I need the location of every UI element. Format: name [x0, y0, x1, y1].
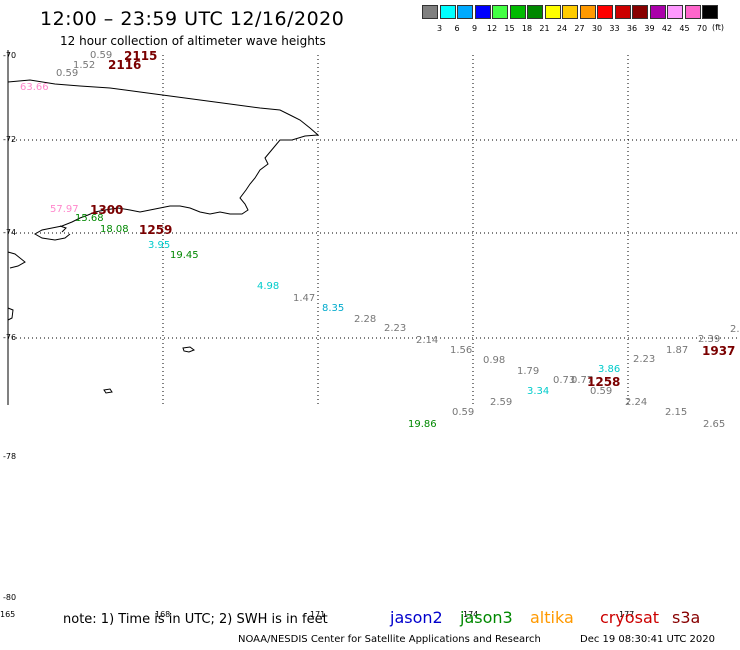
obs-wave-height: 1.87	[666, 345, 689, 356]
lat-label: -76	[3, 333, 17, 342]
coastline	[7, 79, 320, 394]
obs-wave-height: 1.47	[293, 293, 316, 304]
legend-swatch	[527, 5, 543, 19]
obs-wave-height: 3.86	[598, 364, 621, 375]
obs-wave-height: 8.35	[322, 303, 345, 314]
legend-label: 27	[574, 24, 585, 33]
obs-wave-height: 2.28	[354, 314, 377, 325]
legend-label: 3	[436, 24, 443, 33]
legend-swatch	[474, 5, 491, 19]
legend-swatch	[597, 5, 613, 19]
legend-swatch	[632, 5, 648, 19]
obs-wave-height: 3.95	[148, 240, 171, 251]
obs-wave-height: 2.24	[625, 397, 648, 408]
lon-label: 165	[0, 610, 16, 619]
legend-swatch	[702, 5, 718, 19]
lat-label: -78	[3, 452, 17, 461]
obs-wave-height: 2.	[730, 324, 740, 335]
sat-altika: altika	[530, 608, 574, 627]
legend-label: 9	[471, 24, 478, 33]
obs-wave-height: 63.66	[20, 82, 49, 93]
obs-wave-height: 0.59	[56, 68, 79, 79]
legend-label: 30	[591, 24, 603, 33]
legend-swatch	[579, 5, 596, 19]
obs-wave-height: 1.52	[73, 60, 96, 71]
footer-date: Dec 19 08:30:41 UTC 2020	[580, 634, 715, 645]
lat-label: -80	[3, 593, 17, 602]
obs-wave-height: 1.56	[450, 345, 473, 356]
legend-swatch	[667, 5, 683, 19]
obs-wave-height: 2.65	[703, 419, 726, 430]
legend-swatch	[509, 5, 526, 19]
obs-wave-height: 2.39	[698, 334, 721, 345]
obs-wave-height: 19.45	[170, 250, 199, 261]
legend-label: 36	[626, 24, 638, 33]
lat-label: -72	[3, 135, 17, 144]
lon-label: 174	[463, 610, 479, 619]
lat-label: -70	[3, 51, 17, 60]
obs-wave-height: 2.23	[384, 323, 407, 334]
obs-wave-height: 19.86	[408, 419, 437, 430]
obs-time-label: 1258	[587, 375, 621, 389]
legend-swatch	[684, 5, 701, 19]
obs-wave-height: 15.68	[75, 213, 104, 224]
page-subtitle: 12 hour collection of altimeter wave hei…	[60, 34, 326, 48]
footer-note: note: 1) Time is in UTC; 2) SWH is in fe…	[63, 612, 328, 627]
legend-swatch	[457, 5, 473, 19]
legend-swatch	[562, 5, 578, 19]
legend-label: 18	[521, 24, 533, 33]
lon-label: 168	[155, 610, 171, 619]
legend-swatch	[422, 5, 438, 19]
obs-time-label: 1259	[139, 223, 173, 237]
legend-label: 42	[661, 24, 673, 33]
sat-jason3: jason3	[460, 608, 513, 627]
legend-label: 6	[454, 24, 460, 33]
obs-time-label: 2116	[108, 58, 142, 72]
legend-unit: (ft)	[712, 23, 725, 32]
sat-cryosat: cryosat	[600, 608, 660, 627]
obs-wave-height: 4.98	[257, 281, 280, 292]
obs-wave-height: 57.97	[50, 204, 79, 215]
obs-wave-height: 0.77	[571, 375, 594, 386]
legend-label: 12	[486, 24, 498, 33]
legend-swatch	[544, 5, 561, 19]
legend-label: 33	[609, 24, 620, 33]
lon-label: 171	[310, 610, 326, 619]
obs-wave-height: 0.98	[483, 355, 506, 366]
obs-wave-height: 2.15	[665, 407, 688, 418]
legend-swatch	[614, 5, 631, 19]
legend-label: 24	[556, 24, 568, 33]
legend-swatch	[439, 5, 456, 19]
legend-label: 39	[644, 24, 655, 33]
obs-wave-height: 0.59	[90, 50, 113, 61]
footer-source: NOAA/NESDIS Center for Satellite Applica…	[238, 634, 541, 645]
obs-wave-height: 0.59	[590, 386, 613, 397]
legend-label: 21	[539, 24, 550, 33]
obs-time-label: 1300	[90, 203, 124, 217]
sat-s3a: s3a	[672, 608, 701, 627]
legend-label: 45	[679, 24, 690, 33]
legend-swatch	[649, 5, 666, 19]
page-title: 12:00 – 23:59 UTC 12/16/2020	[40, 8, 345, 30]
obs-wave-height: 1.79	[517, 366, 540, 377]
legend-swatch	[492, 5, 508, 19]
obs-wave-height: 2.23	[633, 354, 656, 365]
lat-label: -74	[3, 228, 17, 237]
obs-time-label: 2115	[124, 49, 158, 63]
legend-label: 15	[504, 24, 515, 33]
obs-wave-height: 2.59	[490, 397, 513, 408]
obs-wave-height: 18.08	[100, 224, 129, 235]
obs-wave-height: 3.34	[527, 386, 550, 397]
sat-jason2: jason2	[390, 608, 443, 627]
legend-label: 70	[696, 24, 708, 33]
obs-wave-height: 0.59	[452, 407, 475, 418]
lon-label: 177	[619, 610, 635, 619]
obs-wave-height: 2.14	[416, 335, 439, 346]
obs-wave-height: 0.73	[553, 375, 576, 386]
obs-time-label: 1937	[702, 344, 736, 358]
